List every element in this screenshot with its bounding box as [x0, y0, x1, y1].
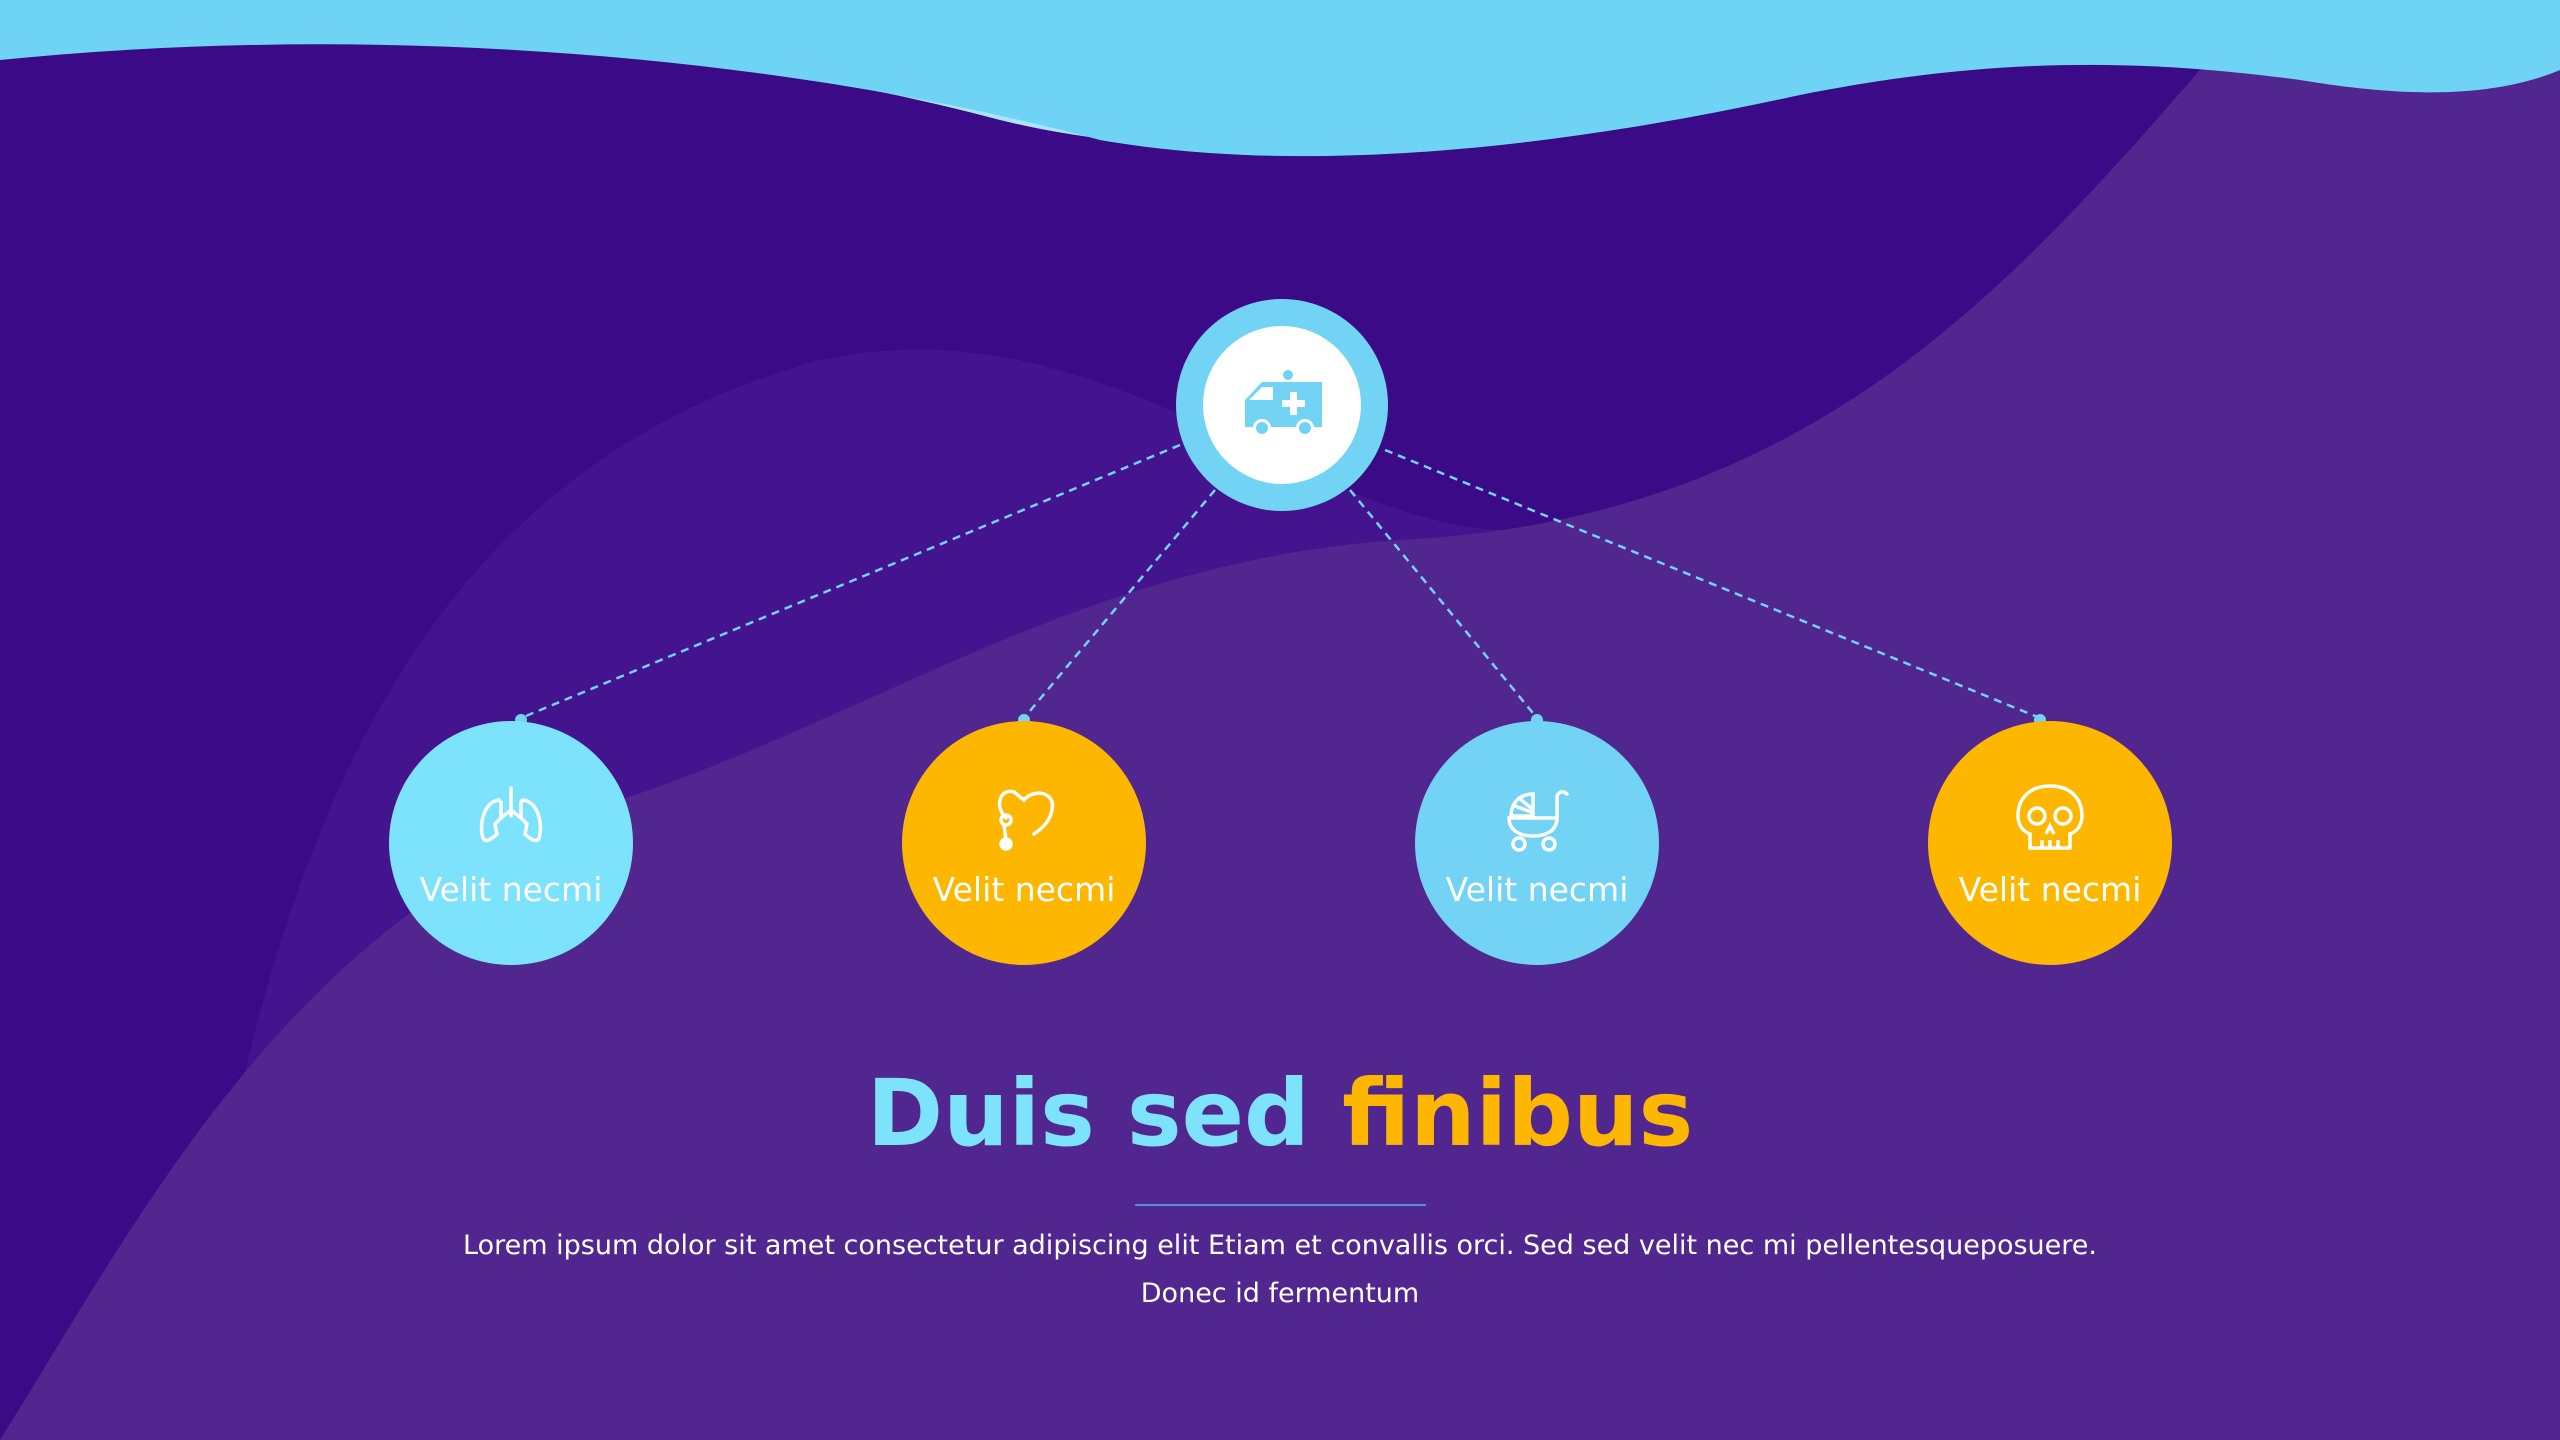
lungs-icon: [479, 785, 543, 842]
stethoscope-icon: [997, 789, 1055, 851]
connector-line: [1023, 489, 1216, 719]
connector-line: [1349, 489, 1538, 719]
skull-icon: [2016, 783, 2084, 850]
title-part-1: Duis sed: [866, 1060, 1342, 1167]
node-label: Velit necmi: [932, 869, 1116, 909]
ambulance-icon: [1245, 370, 1322, 437]
node-skull: Velit necmi: [1928, 721, 2172, 965]
title-part-2: finibus: [1341, 1060, 1694, 1167]
baby-stroller-icon: [1507, 789, 1569, 852]
connector-line: [1384, 448, 2041, 720]
divider: [1135, 1204, 1426, 1206]
node-label: Velit necmi: [1958, 869, 2142, 909]
hub-ambulance: [1176, 299, 1388, 511]
body-line-1: Lorem ipsum dolor sit amet consectetur a…: [463, 1230, 2097, 1261]
node-lungs: Velit necmi: [389, 721, 633, 965]
connector-line: [520, 443, 1181, 720]
node-label: Velit necmi: [1445, 869, 1629, 909]
slide-title: Duis sed finibus: [0, 1060, 2560, 1167]
node-label: Velit necmi: [419, 869, 603, 909]
node-stethoscope: Velit necmi: [902, 721, 1146, 965]
body-text: Lorem ipsum dolor sit amet consectetur a…: [400, 1222, 2160, 1318]
body-line-2: Donec id fermentum: [1140, 1278, 1420, 1309]
node-stroller: Velit necmi: [1415, 721, 1659, 965]
